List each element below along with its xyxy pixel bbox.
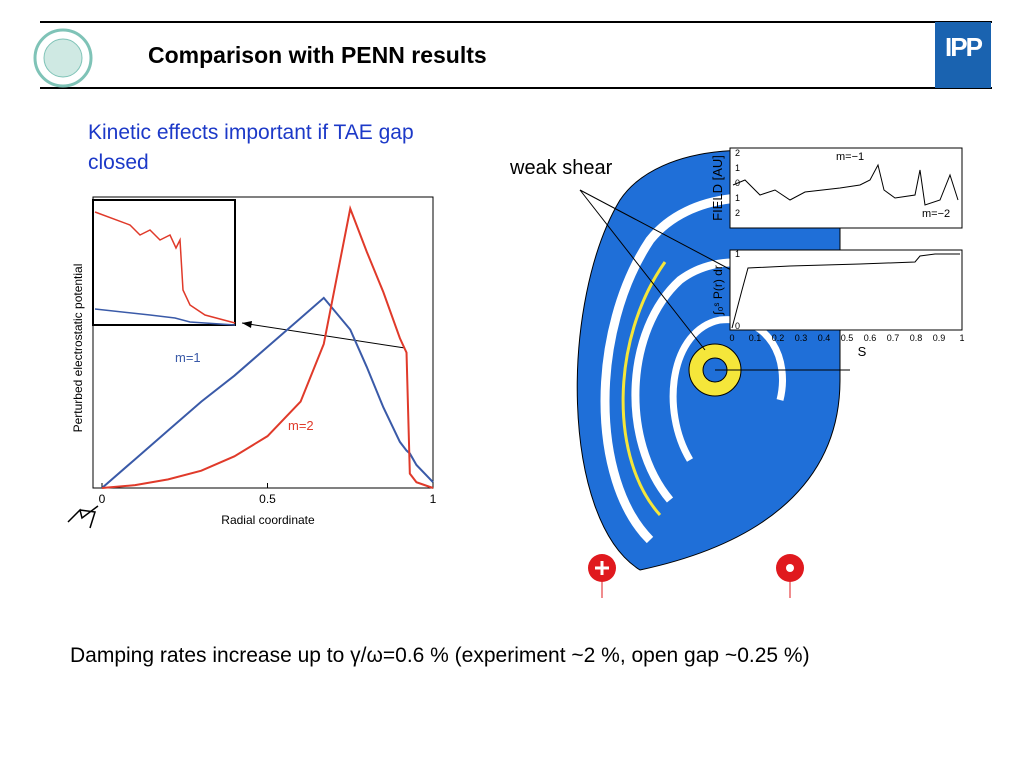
panel2-xtick: 1: [959, 333, 964, 343]
panel2-curve: [731, 253, 960, 329]
panel2-ylabel: ∫₀ˢ P(r) dr: [711, 265, 725, 316]
pointer: [579, 189, 736, 273]
series-label: m=2: [288, 418, 314, 433]
logo: IPP: [935, 22, 991, 88]
inset-m2: [94, 211, 236, 324]
panel1-ytick: 1: [735, 193, 740, 203]
panel2-xtick: 0.9: [933, 333, 946, 343]
panel2-xtick: 0.4: [818, 333, 831, 343]
plot-frame: [92, 196, 434, 489]
panel1-curve: [732, 163, 959, 206]
panel2-xtick: 0.2: [772, 333, 785, 343]
pointer: [579, 189, 706, 351]
inset-m1: [94, 308, 236, 326]
mode-label: m=−2: [922, 208, 950, 220]
panel2-xtick: 0.8: [910, 333, 923, 343]
series-line: [101, 205, 434, 489]
panel2-xtick: 0.1: [749, 333, 762, 343]
spiral-band: [621, 261, 667, 517]
dot-center: [786, 564, 794, 572]
x-axis-label: Radial coordinate: [221, 513, 315, 527]
panel2-ytick: 1: [735, 249, 740, 259]
mode-label: m=−1: [836, 151, 864, 163]
cursor-icon: [67, 505, 99, 529]
panel1-frame: [729, 147, 963, 229]
panel2-xlabel: S: [858, 344, 867, 359]
series-label: m=1: [175, 350, 201, 365]
figure-label: weak shear: [509, 157, 613, 179]
panel2-xtick: 0.5: [841, 333, 854, 343]
slide-title: Comparison with PENN results: [148, 42, 487, 68]
seal: [33, 28, 93, 88]
panel1-ytick: 0: [735, 178, 740, 188]
panel1-ytick: 1: [735, 163, 740, 173]
x-tick-label: 0.5: [259, 492, 276, 506]
series-line: [101, 296, 434, 489]
panel1-ytick: 2: [735, 208, 740, 218]
x-tick-label: 0: [99, 492, 106, 506]
subtitle: Kinetic effects important if TAE gap clo…: [88, 121, 414, 174]
panel2-frame: [729, 249, 963, 331]
plus-sign: [595, 561, 609, 575]
panel2-xtick: 0.7: [887, 333, 900, 343]
panel2-xtick: 0.3: [795, 333, 808, 343]
footer-text: Damping rates increase up to γ/ω=0.6 % (…: [70, 644, 810, 667]
panel1-ylabel: FIELD [AU]: [710, 155, 725, 221]
x-tick-label: 1: [430, 492, 437, 506]
seal-inner: [43, 38, 83, 78]
zoom-arrowhead: [242, 321, 252, 328]
zoom-arrow: [241, 322, 406, 349]
panel2-xtick: 0.6: [864, 333, 877, 343]
y-axis-label: Perturbed electrostatic potential: [71, 264, 85, 433]
panel1-ytick: 2: [735, 148, 740, 158]
panel2-xtick: 0: [729, 333, 734, 343]
panel2-ytick: 0: [735, 321, 740, 331]
spiral-gap: [669, 316, 786, 462]
